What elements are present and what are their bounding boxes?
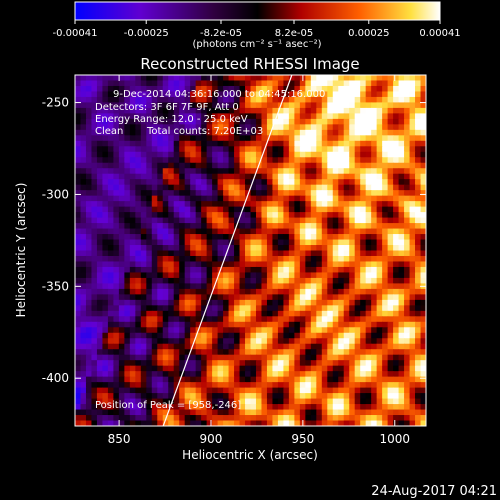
timestamp: 24-Aug-2017 04:21 — [371, 484, 497, 499]
y-axis-label: Heliocentric Y (arcsec) — [14, 183, 28, 318]
annotation-energy-range: Energy Range: 12.0 - 25.0 keV — [95, 114, 248, 125]
colorbar-unit-label: (photons cm⁻² s⁻¹ asec⁻²) — [192, 39, 321, 50]
x-tick-label: 850 — [108, 432, 131, 446]
colorbar-tick-label: -0.00041 — [53, 28, 98, 39]
chart-title: Reconstructed RHESSI Image — [140, 55, 359, 73]
colorbar-tick-label: -8.2e-05 — [200, 28, 242, 39]
solar-limb-line — [162, 75, 293, 426]
colorbar-ticks: -0.00041 -0.00025 -8.2e-05 8.2e-05 0.00025 0.… — [53, 20, 461, 39]
x-tick-label: 900 — [200, 432, 223, 446]
heatmap-cells — [75, 75, 426, 426]
y-tick-label: -350 — [42, 279, 69, 293]
y-axis-ticks: -250 -300 -350 -400 — [42, 96, 426, 385]
plot-frame — [74, 74, 427, 427]
x-tick-label: 1000 — [379, 432, 410, 446]
x-axis-ticks: 850 900 950 1000 — [108, 75, 410, 446]
colorbar — [74, 1, 441, 21]
y-tick-label: -250 — [42, 96, 69, 110]
colorbar-tick-label: -0.00025 — [124, 28, 169, 39]
annotation-peak-position: Position of Peak = [958,-246] — [95, 400, 241, 411]
colorbar-tick-label: 8.2e-05 — [275, 28, 313, 39]
colorbar-tick-label: 0.00041 — [419, 28, 460, 39]
annotation-total-counts: Total counts: 7.20E+03 — [146, 126, 263, 137]
y-tick-label: -300 — [42, 187, 69, 201]
x-axis-label: Heliocentric X (arcsec) — [182, 448, 318, 462]
annotation-time-range: 9-Dec-2014 04:36:16.000 to 04:45:16.000 — [113, 89, 325, 100]
annotation-detectors: Detectors: 3F 6F 7F 9F, Att 0 — [95, 102, 239, 113]
heatmap-area — [75, 75, 426, 426]
colorbar-tick-label: 0.00025 — [348, 28, 389, 39]
annotation-clean: Clean — [95, 126, 123, 137]
y-tick-label: -400 — [42, 371, 69, 385]
x-tick-label: 950 — [291, 432, 314, 446]
